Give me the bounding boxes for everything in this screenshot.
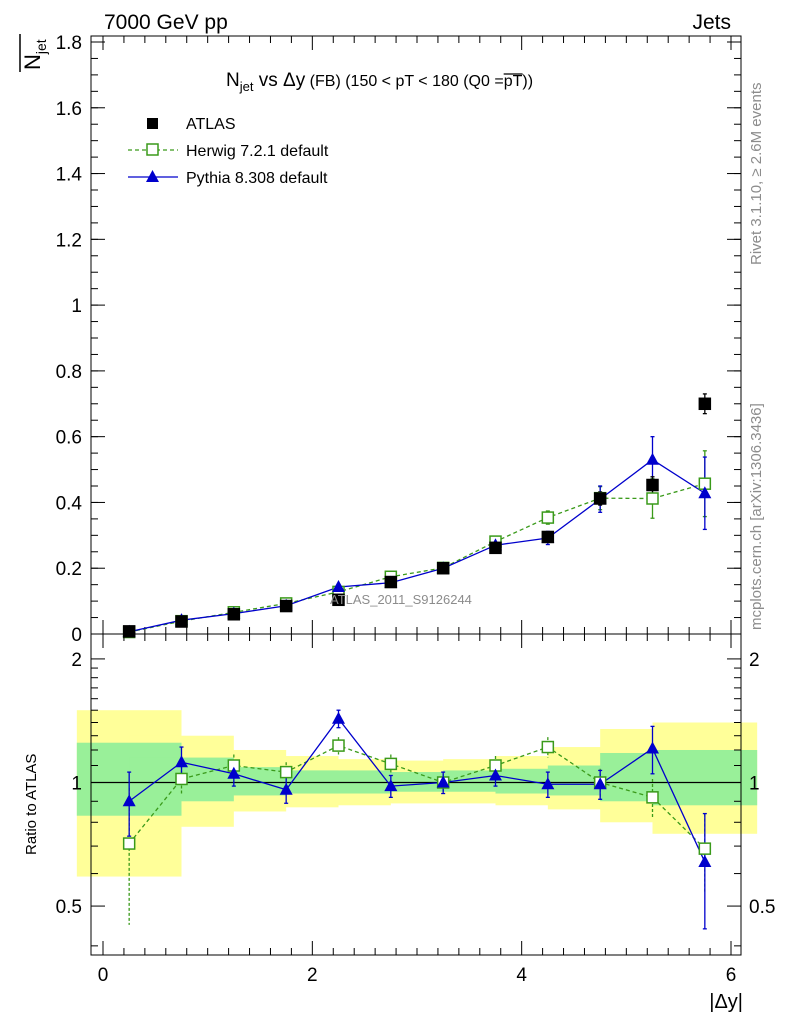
main-ytick-label: 1.2: [56, 230, 82, 251]
pythia-point: [332, 579, 345, 592]
ratio-pythia-point: [698, 855, 712, 868]
main-ytick-label: 0: [71, 625, 82, 646]
ratio-band-inner: [652, 749, 758, 806]
main-ytick-label: 0.4: [56, 493, 83, 514]
header-right: Jets: [692, 11, 731, 34]
ratio-pythia-point: [593, 777, 607, 790]
legend-atlas-label: ATLAS: [186, 116, 236, 133]
header-left: 7000 GeV pp: [104, 11, 228, 34]
ratio-pythia-point: [227, 766, 241, 779]
title-fb: (FB): [305, 73, 341, 90]
main-plot: 0 0.2 0.4 0.6 0.8 1 1.2 1.4 1.6 1.8: [56, 33, 742, 646]
ratio-ylabel: Ratio to ATLAS: [23, 754, 40, 855]
ratio-herwig-point: [541, 740, 555, 754]
mcplots-label: mcplots.cern.ch [arXiv:1306.3436]: [748, 403, 765, 630]
ratio-pythia-point: [279, 782, 293, 795]
main-ylabel-sub: jet: [33, 39, 49, 55]
main-ytick-label: 1: [71, 296, 82, 317]
main-ylabel: Njet: [19, 34, 49, 72]
ratio-frame: [90, 633, 742, 956]
ratio-pythia-point: [384, 779, 398, 792]
atlas-point: [332, 593, 345, 607]
ratio-herwig-point: [279, 765, 293, 779]
title-pt: pT: [504, 73, 523, 90]
ratio-herwig-point: [698, 842, 712, 855]
ratio-herwig-point: [646, 791, 659, 804]
ratio-ytick-label: 1: [71, 773, 82, 794]
atlas-point: [122, 625, 136, 638]
main-ytick-label: 0.6: [56, 428, 82, 449]
atlas-point: [593, 492, 607, 505]
ratio-pythia-point: [122, 794, 136, 807]
ratio-ytick-label-right: 0.5: [749, 897, 775, 918]
xlabel: |Δy|: [709, 991, 743, 1013]
ratio-herwig-point: [384, 757, 398, 771]
title-sub: jet: [239, 79, 254, 94]
ratio-pythia-line: [128, 717, 706, 863]
rivet-label: Rivet 3.1.10, ≥ 2.6M events: [748, 83, 765, 266]
main-ytick-label: 1.6: [56, 99, 82, 120]
ratio-ytick-label: 2: [71, 650, 82, 671]
pythia-line: [129, 458, 706, 633]
ratio-xtick-label: 2: [307, 965, 318, 986]
ratio-xtick-label: 0: [98, 965, 109, 986]
svg-text:Njet: Njet: [20, 39, 49, 70]
ratio-herwig-point: [122, 837, 136, 850]
atlas-point: [698, 397, 712, 411]
ratio-pythia-point: [541, 777, 555, 790]
legend-herwig-label: Herwig 7.2.1 default: [186, 143, 329, 160]
atlas-point: [436, 561, 450, 575]
main-ytick-label: 1.4: [56, 165, 83, 186]
pythia-point: [698, 486, 712, 499]
ratio-plot: 0.5 0.5 1 1 2 2 0 2 4 6: [56, 633, 775, 986]
ratio-ytick-label-right: 1: [749, 773, 760, 794]
atlas-point: [227, 608, 241, 621]
herwig-line: [129, 483, 706, 633]
watermark: ATLAS_2011_S9126244: [330, 592, 472, 607]
ratio-xtick-label: 6: [726, 965, 737, 986]
atlas-point: [646, 478, 659, 492]
main-title: Njet vs Δy (FB) (150 < pT < 180 (Q0 =pT)…: [226, 70, 533, 94]
atlas-point: [541, 530, 555, 544]
ratio-pythia-point: [175, 755, 188, 768]
atlas-point: [384, 575, 398, 589]
ratio-pythia-point: [489, 768, 502, 781]
main-ytick-label: 0.8: [56, 362, 82, 383]
main-ytick-label: 1.8: [56, 33, 82, 54]
herwig-point: [541, 511, 555, 524]
legend-atlas-marker: [147, 118, 158, 129]
ratio-herwig-line: [128, 744, 706, 850]
ratio-ytick-label-right: 2: [749, 650, 760, 671]
ratio-herwig-point: [332, 739, 345, 752]
title-n: N: [226, 70, 240, 91]
ratio-xtick-label: 4: [516, 965, 527, 986]
main-ytick-label: 0.2: [56, 559, 82, 580]
main-ylabel-n: N: [20, 54, 45, 70]
title-close: )): [522, 73, 533, 90]
ratio-pythia-point: [332, 711, 345, 724]
title-vs: vs Δy: [253, 70, 305, 91]
legend-herwig-marker: [146, 143, 159, 156]
ratio-pythia-point: [436, 775, 450, 788]
atlas-point: [279, 599, 293, 613]
legend-item-atlas: ATLAS: [147, 116, 236, 133]
legend-item-pythia: Pythia 8.308 default: [128, 170, 328, 187]
title-range: (150 < pT < 180 (Q0 =: [341, 73, 504, 90]
herwig-point: [646, 492, 659, 505]
legend-pythia-marker: [146, 170, 159, 182]
ratio-ytick-label: 0.5: [56, 897, 82, 918]
atlas-point: [489, 541, 502, 555]
legend-item-herwig: Herwig 7.2.1 default: [128, 143, 329, 160]
ratio-pythia-point: [646, 741, 659, 754]
legend-pythia-label: Pythia 8.308 default: [186, 170, 328, 187]
atlas-point: [175, 615, 188, 628]
ratio-herwig-point: [175, 772, 188, 786]
legend: ATLAS Herwig 7.2.1 default Pythia 8.308 …: [128, 116, 329, 187]
pythia-point: [646, 452, 659, 465]
